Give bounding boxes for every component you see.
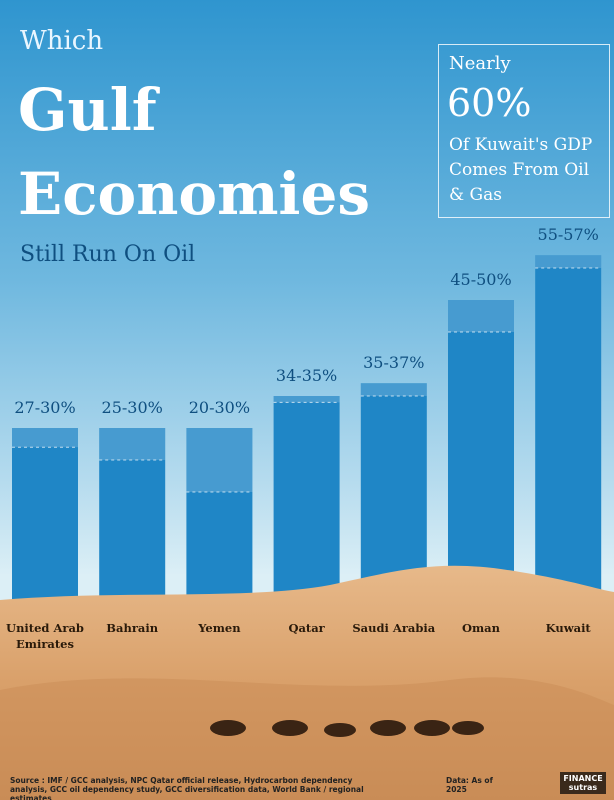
x-tick-label: Kuwait [545,621,591,635]
bar-range [12,428,78,448]
bar [273,396,340,620]
callout: Nearly 60% Of Kuwait's GDP Comes From Oi… [438,44,610,218]
callout-figure: 60% [447,81,532,125]
dune-shade [0,677,614,800]
value-label: 20-30% [188,398,251,417]
bar-range [535,255,602,268]
bar-range [360,383,427,396]
kicker: Which [20,26,104,56]
brand: FINANCE sutras [560,772,606,794]
bar-range [273,396,340,403]
bar-range [448,300,514,332]
value-label: 34-35% [275,366,338,385]
bar [12,428,78,620]
camels [210,720,484,737]
value-label: 27-30% [14,398,76,417]
x-tick-label: Bahrain [106,621,159,635]
title: Gulf Economies [18,76,371,228]
x-tick-label: Qatar [288,621,325,635]
x-tick-label: United Arab Emirates [6,621,84,651]
bar [186,428,253,620]
value-label: 25-30% [101,398,163,417]
value-label: 35-37% [363,353,425,373]
value-label: 45-50% [450,270,512,289]
bar [535,255,602,620]
bar-range [186,428,253,492]
bar-range [99,428,166,460]
x-tick-label: Oman [462,621,500,635]
callout-text: Of Kuwait's GDP Comes From Oil & Gas [449,135,593,205]
subtitle: Still Run On Oil [20,242,196,267]
source: Source : IMF / GCC analysis, NPC Qatar o… [10,776,364,800]
x-tick-label: Yemen [198,621,241,635]
callout-lead: Nearly [449,53,511,74]
data-note: Data: As of 2025 [446,776,493,794]
value-label: 55-57% [537,225,599,245]
x-tick-label: Saudi Arabia [352,621,436,635]
